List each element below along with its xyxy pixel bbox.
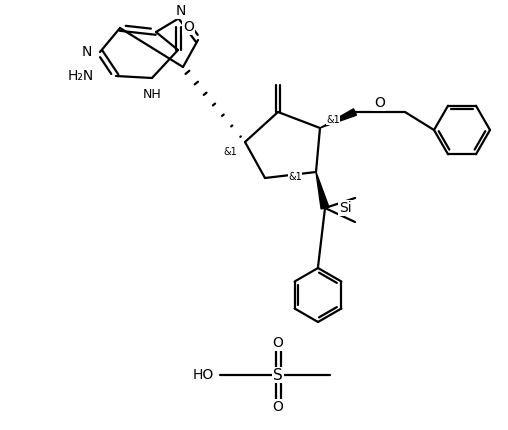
Text: Si: Si — [339, 201, 352, 215]
Text: H₂N: H₂N — [68, 69, 94, 83]
Text: S: S — [273, 368, 283, 383]
Text: O: O — [273, 400, 283, 414]
Text: &1: &1 — [288, 172, 302, 182]
Text: &1: &1 — [326, 115, 340, 125]
Text: NH: NH — [143, 88, 162, 101]
Text: N: N — [176, 4, 186, 18]
Text: &1: &1 — [223, 147, 237, 157]
Polygon shape — [316, 172, 329, 209]
Polygon shape — [320, 109, 357, 128]
Text: O: O — [273, 336, 283, 350]
Text: HO: HO — [193, 368, 214, 382]
Text: N: N — [82, 45, 92, 59]
Text: O: O — [374, 96, 386, 110]
Text: O: O — [183, 20, 194, 34]
